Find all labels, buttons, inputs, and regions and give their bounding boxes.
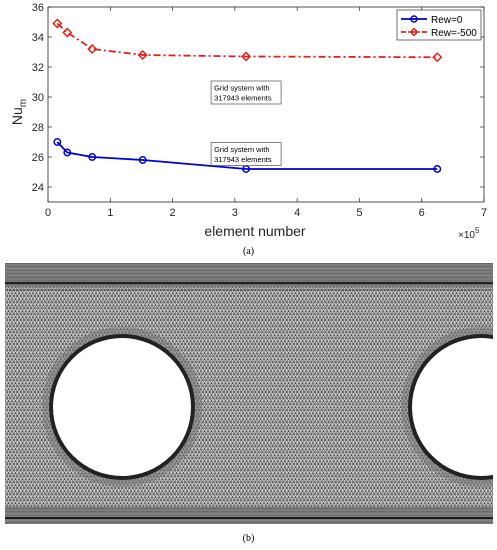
y-tick-label: 26 [32,152,44,164]
y-axis-label-main: Nu [9,107,25,125]
x-tick-label: 5 [356,207,362,219]
data-point-rew-500 [241,51,252,62]
data-point-rew0 [138,156,147,164]
series-line-1 [56,22,438,59]
annotation-text-line1: Grid system with [214,84,269,93]
mesh-cylinder-left [53,338,191,476]
legend-label: Rew=0 [431,15,463,26]
x-tick-label: 1 [107,207,113,219]
y-axis-label-subscript: m [18,99,29,107]
y-axis-label: Num [9,99,29,125]
data-point-rew-500 [62,27,73,38]
annotation-text-line2: 317943 elements [214,94,272,103]
x-tick-label: 7 [481,207,487,219]
mesh-cylinder-right [412,338,493,476]
annotation-text-line2: 317943 elements [214,155,272,164]
annotation-box-0 [210,80,282,105]
mesh-grid-image [5,263,493,524]
y-tick-label: 30 [32,92,44,104]
data-point-rew0 [63,148,72,157]
x-tick-label: 3 [232,207,238,219]
y-tick-label: 28 [32,122,44,134]
x-tick-label: 0 [45,207,51,219]
data-point-rew-500 [52,18,63,29]
legend-box [396,9,482,41]
x-tick-label: 4 [294,207,300,219]
data-point-rew0 [433,165,442,173]
x-axis-label: element number [204,223,306,239]
y-tick-label: 36 [32,2,44,14]
x-axis-exponent-power: 5 [475,226,480,235]
data-point-rew0 [88,153,97,161]
data-point-rew0 [242,165,251,173]
series-line-0 [56,141,438,170]
legend-swatch-marker [410,15,418,23]
y-tick-label: 32 [32,62,44,74]
legend-swatch-marker [409,27,419,37]
plot-frame [47,6,485,203]
x-axis-exponent-base: ×10 [458,230,475,241]
legend: Rew=0 Rew=-500 [396,9,482,41]
y-tick-label: 34 [32,32,44,44]
data-series-layer [52,18,443,173]
annotation-text-line1: Grid system with [214,145,269,154]
x-tick-label: 6 [419,207,425,219]
annotation-box-1 [210,142,282,166]
data-point-rew-500 [432,52,443,63]
data-point-rew-500 [137,49,148,61]
data-point-rew-500 [87,43,98,55]
x-tick-label: 2 [170,207,176,219]
y-tick-label: 24 [32,182,44,194]
legend-label: Rew=-500 [431,28,477,39]
mesh-bottom-wall-band [5,507,493,524]
caption-a: (a) [242,246,255,257]
data-point-rew0 [53,138,62,146]
caption-b: (b) [242,533,255,544]
x-axis-exponent: ×105 [458,226,480,241]
